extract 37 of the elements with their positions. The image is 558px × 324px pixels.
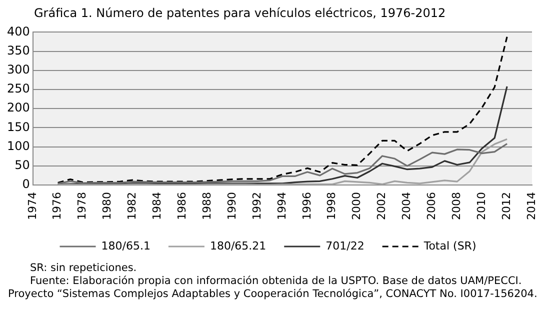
- x-tick-label: 1992: [250, 192, 264, 220]
- y-tick-label: 50: [14, 158, 30, 172]
- chart-title: Gráfica 1. Número de patentes para vehículos eléctricos, 1976-2012: [34, 6, 447, 22]
- y-tick-label: 400: [7, 24, 30, 38]
- x-tick-label: 2012: [500, 192, 513, 220]
- y-tick-label: 150: [7, 120, 30, 134]
- y-tick-label: 0: [22, 177, 30, 192]
- x-tick-label: 1994: [275, 192, 288, 220]
- x-tick-label: 1978: [76, 192, 89, 220]
- x-tick-label: 2010: [474, 192, 488, 220]
- x-tick-label: 1984: [150, 192, 164, 220]
- y-tick-label: 350: [7, 43, 30, 58]
- legend-label: 180/65.1: [101, 239, 150, 252]
- y-tick-label: 200: [7, 100, 30, 115]
- x-tick-label: 2000: [350, 192, 364, 220]
- x-tick-label: 1980: [100, 192, 114, 220]
- x-tick-label: 2008: [450, 192, 463, 220]
- x-tick-label: 2002: [375, 192, 388, 220]
- y-tick-label: 250: [7, 82, 30, 96]
- text: SR: sin repeticiones.: [29, 262, 138, 275]
- x-tick-label: 1996: [300, 192, 314, 220]
- legend-label: 180/65.21: [210, 239, 266, 252]
- legend-label: Total (SR): [422, 239, 476, 252]
- x-tick-label: 1988: [200, 192, 214, 220]
- x-tick-label: 1998: [325, 192, 338, 220]
- x-tick-label: 1982: [126, 192, 139, 220]
- x-tick-label: 1974: [26, 192, 39, 220]
- x-tick-label: 1976: [50, 192, 64, 220]
- x-tick-label: 2004: [400, 192, 414, 220]
- x-tick-label: 2006: [425, 192, 438, 220]
- x-tick-label: 2014: [524, 192, 538, 220]
- x-tick-label: 1986: [175, 192, 188, 220]
- x-tick-label: 1990: [225, 192, 238, 220]
- source-note: Fuente: Elaboración propia con información obtenida de la USPTO. Base de datos UAM/PECCI. Proyecto “Sistemas Complejos Adaptables y Cooperación Tecnológica”, CONACYT No. I0017-156204.: [8, 275, 538, 301]
- y-tick-label: 300: [7, 62, 30, 77]
- legend-label: 701/22: [326, 239, 364, 252]
- y-tick-label: 100: [7, 138, 30, 153]
